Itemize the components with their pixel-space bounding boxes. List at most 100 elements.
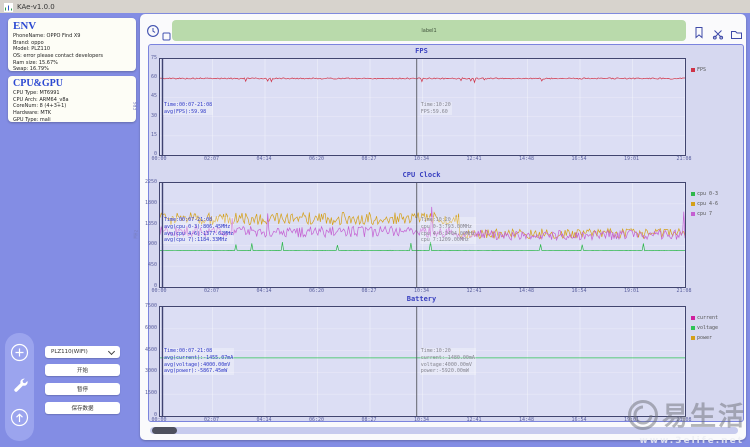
annotation-line: cpu 7:1209.00MHz <box>421 237 475 244</box>
x-tick-label: 00:00 <box>144 288 174 294</box>
x-tick-label: 16:54 <box>564 417 594 423</box>
start-button[interactable]: 开始 <box>45 364 120 376</box>
annotation-line: Time:10:20 <box>421 348 475 355</box>
y-tick-label: 45 <box>129 93 157 99</box>
y-tick-label: 6000 <box>129 325 157 331</box>
window-title: KAe-v1.0.0 <box>17 3 55 11</box>
legend-label: voltage <box>697 325 718 331</box>
watermark-logo: 易生活 <box>626 396 746 433</box>
chart-legend: cpu 0-3 cpu 4-6 cpu 7 <box>691 191 718 221</box>
annotation-line: Time:10:20 <box>421 102 451 109</box>
x-tick-label: 14:48 <box>512 156 542 162</box>
cpu-gpu-title: CPU&GPU <box>13 78 131 89</box>
x-tick-label: 06:20 <box>302 288 332 294</box>
scissors-icon[interactable] <box>712 25 724 44</box>
legend-label: cpu 4-6 <box>697 201 718 207</box>
y-tick-label: 450 <box>129 262 157 268</box>
legend-swatch <box>691 326 695 330</box>
y-tick-label: 1500 <box>129 390 157 396</box>
env-line: Swap: 16.79% <box>13 66 131 71</box>
y-axis-label: FPS <box>134 101 140 110</box>
chevron-down-icon <box>108 347 115 354</box>
legend-item: FPS <box>691 67 706 73</box>
legend-swatch <box>691 212 695 216</box>
legend-label: cpu 7 <box>697 211 712 217</box>
x-tick-label: 06:20 <box>302 156 332 162</box>
avg-annotation: Time:00:07-21:08avg(FPS):59.98 <box>163 102 213 115</box>
wrench-icon[interactable] <box>11 376 29 398</box>
chart-title: FPS <box>159 47 684 55</box>
label-input[interactable]: label1 <box>172 20 686 41</box>
x-tick-label: 16:54 <box>564 288 594 294</box>
x-tick-label: 08:27 <box>354 288 384 294</box>
legend-item: cpu 7 <box>691 211 718 217</box>
legend-item: cpu 4-6 <box>691 201 718 207</box>
y-tick-label: 2250 <box>129 179 157 185</box>
x-tick-label: 04:14 <box>249 417 279 423</box>
watermark-brand: 易生活 <box>662 396 746 433</box>
x-tick-label: 12:41 <box>459 288 489 294</box>
env-panel: ENV PhoneName: OPPO Find X9 Brand: oppo … <box>8 18 136 71</box>
x-tick-label: 02:07 <box>197 156 227 162</box>
legend-item: cpu 0-3 <box>691 191 718 197</box>
x-tick-label: 04:14 <box>249 288 279 294</box>
y-tick-label: 7500 <box>129 303 157 309</box>
x-tick-label: 10:34 <box>407 417 437 423</box>
cpu-gpu-panel: CPU&GPU CPU Type: MT6991 CPU Arch: ARM64… <box>8 76 136 122</box>
x-tick-label: 02:07 <box>197 288 227 294</box>
avg-annotation: Time:00:07-21:08avg(current):-1455.07mAa… <box>163 348 234 374</box>
env-line: Brand: oppo <box>13 40 131 47</box>
legend-label: FPS <box>697 67 706 73</box>
annotation-line: current:-1480.00mA <box>421 355 475 362</box>
watermark-url: www.3elife.net <box>639 436 744 446</box>
y-axis-label: MHz <box>134 229 140 238</box>
x-tick-label: 10:34 <box>407 156 437 162</box>
upload-button[interactable] <box>9 407 30 432</box>
y-tick-label: 60 <box>129 74 157 80</box>
x-tick-label: 19:01 <box>617 288 647 294</box>
x-tick-label: 21:08 <box>669 288 699 294</box>
annotation-line: voltage:4000.00mV <box>421 362 475 369</box>
bookmark-save-icon[interactable] <box>693 24 705 43</box>
x-tick-label: 02:07 <box>197 417 227 423</box>
y-tick-label: 75 <box>129 55 157 61</box>
scrollbar-thumb[interactable] <box>152 427 177 434</box>
legend-label: power <box>697 335 712 341</box>
env-line: Model: PLZ110 <box>13 46 131 53</box>
annotation-line: avg(FPS):59.98 <box>164 109 212 116</box>
annotation-line: cpu 4-6:1404.00MHz <box>421 231 475 238</box>
device-select[interactable]: PLZ110(WIFI) <box>45 346 120 358</box>
save-data-button[interactable]: 保存数据 <box>45 402 120 414</box>
chart-title: Battery <box>159 295 684 303</box>
legend-swatch <box>691 202 695 206</box>
plot-area: Time:00:07-21:08avg(cpu 0-3):806.45MHzav… <box>159 182 686 288</box>
y-tick-label: 4500 <box>129 347 157 353</box>
pause-button[interactable]: 暂停 <box>45 383 120 395</box>
app-icon <box>4 0 13 16</box>
timer-icon[interactable] <box>146 23 160 42</box>
cpu-line: GPU Type: mali <box>13 117 131 122</box>
cursor-annotation: Time:10:20cpu 0-3:793.00MHzcpu 4-6:1404.… <box>420 217 476 243</box>
chart-legend: current voltage power <box>691 315 718 345</box>
x-tick-label: 12:41 <box>459 417 489 423</box>
add-button[interactable] <box>9 342 30 367</box>
annotation-line: avg(cpu 4-6):1377.62MHz <box>164 231 233 238</box>
fps-chart: FPS Time:00:07-21:08avg(FPS):59.98 Time:10… <box>149 47 743 164</box>
y-tick-label: 1800 <box>129 200 157 206</box>
annotation-line: power:-5920.00mW <box>421 368 475 375</box>
y-tick-label: 15 <box>129 132 157 138</box>
annotation-line: avg(power):-5867.45mW <box>164 368 233 375</box>
annotation-line: Time:00:07-21:08 <box>164 348 233 355</box>
x-tick-label: 16:54 <box>564 156 594 162</box>
folder-icon[interactable] <box>730 25 743 44</box>
window-frame-icon[interactable] <box>162 26 171 45</box>
cursor-annotation: Time:10:20current:-1480.00mAvoltage:4000… <box>420 348 476 374</box>
cpu-line: CoreNum: 8 (4+3+1) <box>13 103 131 110</box>
label-input-value: label1 <box>421 28 436 34</box>
plot-area: Time:00:07-21:08avg(current):-1455.07mAa… <box>159 306 686 417</box>
legend-label: current <box>697 315 718 321</box>
annotation-line: Time:00:07-21:08 <box>164 102 212 109</box>
watermark-spiral-icon <box>626 398 660 432</box>
legend-swatch <box>691 316 695 320</box>
env-line: PhoneName: OPPO Find X9 <box>13 33 131 40</box>
